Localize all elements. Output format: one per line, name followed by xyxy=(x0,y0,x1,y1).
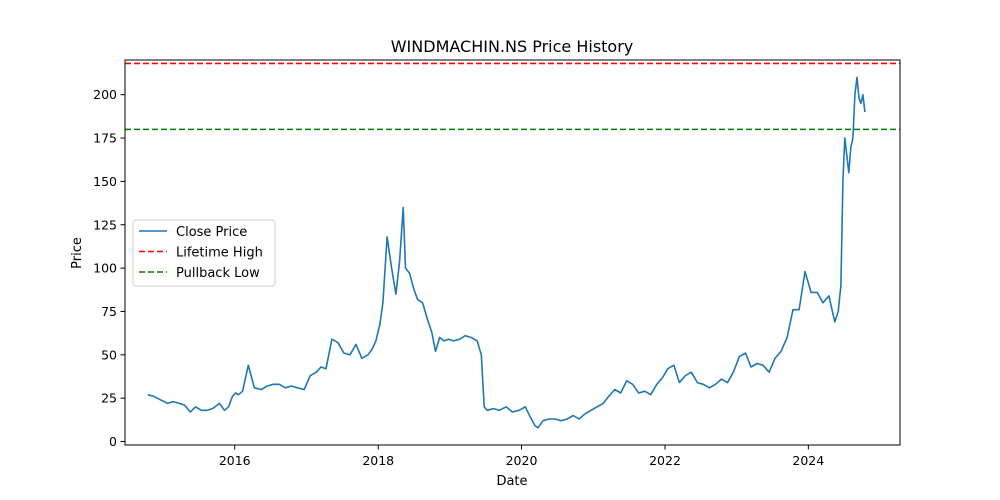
y-tick-label: 100 xyxy=(93,261,117,276)
y-tick-label: 25 xyxy=(101,391,117,406)
x-tick-label: 2016 xyxy=(219,453,251,468)
reference-lines xyxy=(125,62,900,131)
legend: Close Price Lifetime High Pullback Low xyxy=(132,219,276,287)
y-tick-label: 0 xyxy=(109,434,117,449)
legend-label-2: Pullback Low xyxy=(176,266,260,281)
series-line-0 xyxy=(147,76,866,429)
x-tick-label: 2024 xyxy=(792,453,824,468)
y-tick-label: 75 xyxy=(101,304,117,319)
chart-title: WINDMACHIN.NS Price History xyxy=(391,37,634,56)
x-tick-label: 2022 xyxy=(649,453,681,468)
legend-frame xyxy=(132,219,276,287)
plot-area xyxy=(125,62,900,429)
y-axis: 0 25 50 75 100 125 150 175 200 xyxy=(93,87,125,449)
y-tick-label: 200 xyxy=(93,87,117,102)
legend-label-1: Lifetime High xyxy=(176,246,263,261)
y-tick-label: 125 xyxy=(93,217,117,232)
series-lines xyxy=(147,76,866,429)
x-tick-label: 2020 xyxy=(506,453,538,468)
y-tick-label: 50 xyxy=(101,347,117,362)
x-tick-label: 2018 xyxy=(362,453,394,468)
x-axis: 2016 2018 2020 2022 2024 xyxy=(219,445,824,468)
x-axis-label: Date xyxy=(496,474,527,489)
legend-label-0: Close Price xyxy=(176,225,247,240)
y-axis-label: Price xyxy=(70,237,85,269)
plot-frame xyxy=(124,59,901,446)
y-tick-label: 175 xyxy=(93,131,117,146)
y-tick-label: 150 xyxy=(93,174,117,189)
